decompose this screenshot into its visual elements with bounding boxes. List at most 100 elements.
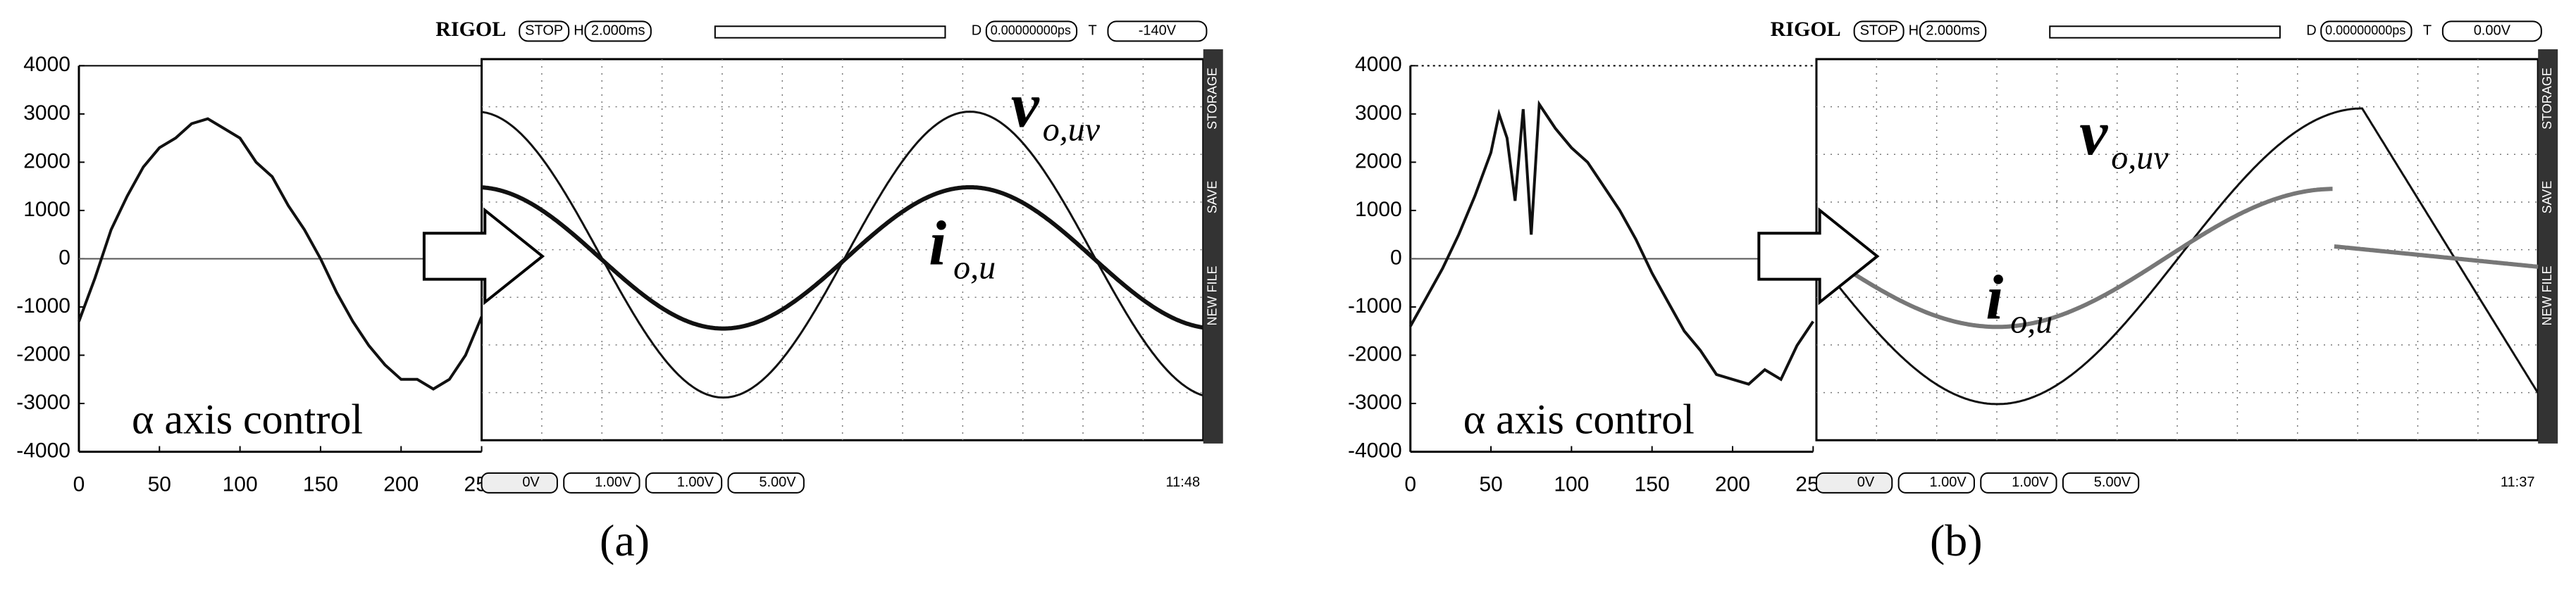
side-menu [2538, 49, 2558, 444]
trigger-box [2441, 20, 2542, 42]
channel-box [727, 472, 805, 494]
channel-scale: 1.00V [2012, 475, 2049, 490]
memory-bar [714, 25, 946, 39]
menu-item: STORAGE [2540, 68, 2554, 130]
x-tick-label: 100 [223, 472, 258, 496]
x-tick-label: 150 [1635, 472, 1670, 496]
panel-label: (b) [1930, 515, 1983, 565]
arrow [1757, 207, 1880, 306]
y-tick-label: 1000 [1355, 198, 1402, 221]
x-tick-label: 100 [1554, 472, 1589, 496]
y-tick-label: -1000 [16, 294, 70, 318]
x-tick-label: 150 [303, 472, 338, 496]
trace-subscript: o,uv [2111, 139, 2169, 176]
scope-delay: 0.00000000ps [991, 23, 1071, 37]
memory-bar [2049, 25, 2281, 39]
menu-item: STORAGE [1206, 68, 1220, 130]
y-tick-label: -1000 [1348, 294, 1402, 318]
scope-trigger: 0.00V [2474, 23, 2511, 39]
channel-scale: 0V [1857, 475, 1875, 490]
y-tick-label: -3000 [1348, 391, 1402, 414]
menu-item: NEW FILE [1206, 265, 1220, 325]
y-tick-label: -2000 [1348, 342, 1402, 365]
x-tick-label: 0 [1404, 472, 1416, 496]
channel-box [563, 472, 640, 494]
scope-time: 11:37 [2501, 475, 2535, 490]
d-label: D [972, 23, 982, 39]
scope-trigger: -140V [1139, 23, 1177, 39]
trace-symbol: i [1986, 263, 2003, 332]
trace-subscript: o,uv [1043, 111, 1101, 149]
scope-brand: RIGOL [435, 18, 506, 41]
channel-box [2062, 472, 2140, 494]
y-tick-label: 3000 [1355, 101, 1402, 125]
y-tick-label: -3000 [16, 391, 70, 414]
y-tick-label: 2000 [1355, 149, 1402, 173]
scope-timebase: 2.000ms [1926, 23, 1980, 39]
chart-annotation: α axis control [132, 396, 363, 442]
x-tick-label: 200 [383, 472, 419, 496]
channel-scale: 5.00V [759, 475, 796, 490]
scope-trace-i [481, 185, 1204, 331]
timebase-box [1919, 20, 1987, 42]
y-tick-label: -2000 [16, 342, 70, 365]
side-menu [1203, 49, 1223, 444]
y-tick-label: -4000 [1348, 439, 1402, 462]
scope-status: STOP [1860, 23, 1898, 39]
scope-timebase: 2.000ms [591, 23, 645, 39]
y-tick-label: 4000 [1355, 53, 1402, 76]
data-line [78, 117, 483, 391]
scope-time: 11:48 [1166, 475, 1201, 490]
status-box [1853, 20, 1905, 42]
channel-box [645, 472, 723, 494]
h-label: H [1909, 23, 1919, 39]
x-tick-label: 0 [73, 472, 85, 496]
arrow [422, 207, 545, 306]
trace-subscript: o,u [953, 249, 996, 287]
chart-annotation: α axis control [1463, 396, 1695, 442]
menu-item: SAVE [1206, 181, 1220, 214]
channel-scale: 1.00V [1929, 475, 1967, 490]
panel-label: (a) [600, 515, 650, 565]
channel-scale: 0V [522, 475, 540, 490]
y-tick-label: 1000 [23, 198, 70, 221]
trace-subscript: o,u [2010, 303, 2052, 341]
y-tick-label: 2000 [23, 149, 70, 173]
channel-box [481, 472, 558, 494]
channel-box [1897, 472, 1975, 494]
menu-item: SAVE [2540, 181, 2554, 214]
trigger-box [1107, 20, 1208, 42]
t-label: T [1088, 23, 1096, 39]
t-label: T [2423, 23, 2432, 39]
menu-item: NEW FILE [2540, 265, 2554, 325]
scope-brand: RIGOL [1771, 18, 1841, 41]
channel-scale: 1.00V [595, 475, 632, 490]
trace-symbol: i [929, 208, 946, 278]
scope-trace-i [2334, 244, 2539, 269]
channel-box [1815, 472, 1893, 494]
h-label: H [574, 23, 583, 39]
x-tick-label: 50 [1479, 472, 1502, 496]
trace-symbol: v [2079, 99, 2108, 168]
d-label: D [2306, 23, 2316, 39]
delay-box [2320, 20, 2413, 42]
y-tick-label: 0 [58, 246, 70, 269]
channel-box [1980, 472, 2057, 494]
y-tick-label: 3000 [23, 101, 70, 125]
scope-delay: 0.00000000ps [2325, 23, 2405, 37]
y-tick-label: -4000 [16, 439, 70, 462]
status-box [519, 20, 570, 42]
channel-scale: 5.00V [2094, 475, 2131, 490]
scope-status: STOP [525, 23, 563, 39]
delay-box [985, 20, 1078, 42]
channel-scale: 1.00V [677, 475, 714, 490]
data-line [1408, 100, 1814, 386]
trace-symbol: v [1011, 70, 1040, 140]
y-tick-label: 4000 [23, 53, 70, 76]
x-tick-label: 50 [148, 472, 171, 496]
scope-trace-v [1815, 107, 2539, 406]
y-tick-label: 0 [1390, 246, 1402, 269]
scope-trace-i [1815, 187, 2333, 330]
timebase-box [584, 20, 652, 42]
